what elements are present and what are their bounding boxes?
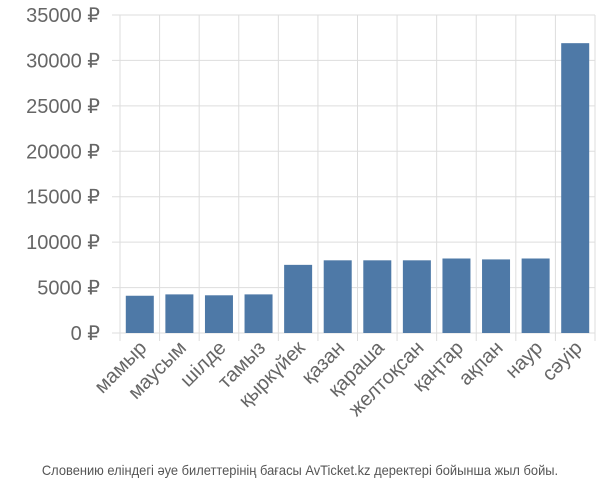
bar-5	[323, 260, 352, 333]
bar-1	[165, 294, 194, 333]
bar-chart: 0 ₽ 5000 ₽ 10000 ₽ 15000 ₽ 20000 ₽ 25000 ₽ 300…	[26, 5, 596, 421]
y-tick-label-2: 10000 ₽	[26, 232, 100, 254]
y-tick-label-0: 0 ₽	[71, 323, 101, 345]
y-axis-tick-labels: 0 ₽ 5000 ₽ 10000 ₽ 15000 ₽ 20000 ₽ 25000 ₽ 300…	[26, 5, 100, 345]
bar-6	[363, 260, 392, 333]
bar-10	[521, 258, 550, 333]
x-tick-label-10: наур	[501, 337, 547, 383]
y-tick-label-6: 30000 ₽	[26, 50, 100, 72]
bar-2	[204, 295, 233, 333]
bar-4	[284, 264, 313, 333]
y-tick-label-4: 20000 ₽	[26, 141, 100, 163]
bars	[125, 43, 590, 334]
y-tick-label-3: 15000 ₽	[26, 187, 100, 209]
grid-lines	[112, 14, 596, 341]
bar-11	[561, 43, 590, 334]
y-tick-label-5: 25000 ₽	[26, 96, 100, 118]
bar-0	[125, 295, 154, 333]
bar-7	[402, 260, 431, 333]
bar-3	[244, 294, 273, 333]
bar-9	[482, 259, 511, 333]
x-tick-label-11: сәуір	[538, 337, 587, 386]
chart-caption: Словению еліндегі әуе билеттерінің бағас…	[41, 462, 559, 478]
bar-8	[442, 258, 471, 333]
x-tick-label-9: ақпан	[455, 337, 508, 390]
y-tick-label-7: 35000 ₽	[26, 5, 100, 27]
y-tick-label-1: 5000 ₽	[37, 278, 100, 300]
x-axis-tick-labels: мамырмаусымшілдетамызқыркүйекқазанқараша…	[90, 336, 586, 420]
